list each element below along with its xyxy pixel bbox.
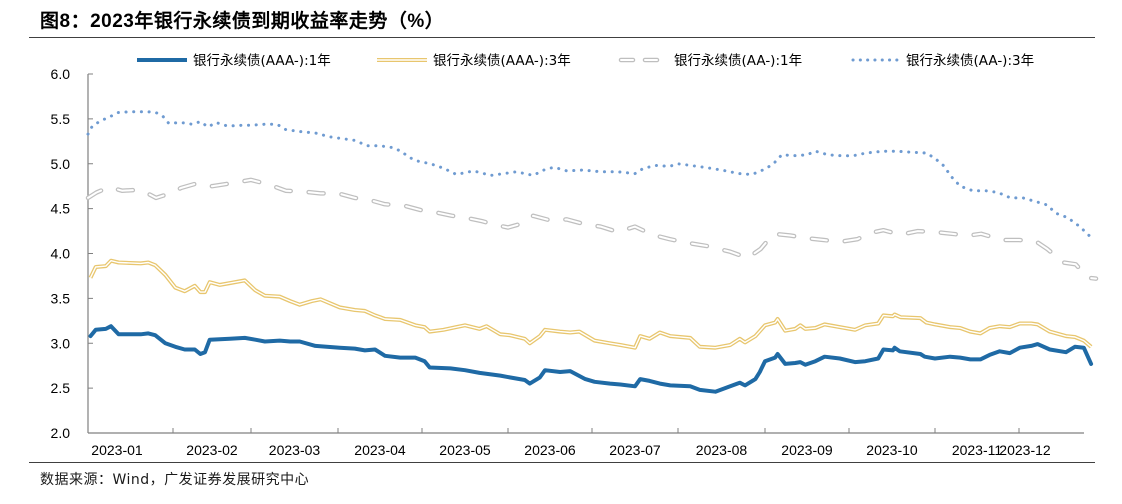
- y-tick-label: 2.5: [51, 380, 71, 396]
- series-layer: [85, 110, 1099, 394]
- legend-item-1: 银行永续债(AAA-):1年: [137, 53, 331, 69]
- legend: 银行永续债(AAA-):1年 银行永续债(AAA-):3年 银行永续债(AA-):1…: [137, 53, 1034, 69]
- y-tick-label: 5.0: [51, 156, 71, 172]
- x-tick-label: 2023-10: [866, 442, 918, 458]
- series-4: [86, 110, 1094, 240]
- x-tick-label: 2023-09: [781, 442, 833, 458]
- series-line-inner: [87, 178, 1097, 280]
- bottom-divider: [29, 462, 1095, 463]
- chart-title: 图8：2023年银行永续债到期收益率走势（%）: [40, 11, 445, 32]
- x-tick-label: 2023-02: [186, 442, 238, 458]
- y-tick-label: 5.5: [51, 111, 71, 127]
- legend-item-3: 银行永续债(AA-):1年: [618, 53, 802, 69]
- legend-label: 银行永续债(AAA-):1年: [193, 53, 331, 69]
- y-tick-label: 3.0: [51, 335, 71, 351]
- series-line: [88, 258, 1093, 350]
- series-line: [88, 324, 1094, 394]
- series-1: [88, 324, 1094, 394]
- y-tick-label: 6.0: [51, 66, 71, 82]
- top-divider: [29, 37, 1095, 38]
- x-tick-label: 2023-12: [999, 442, 1051, 458]
- y-tick-label: 2.0: [51, 425, 71, 441]
- x-tick-label: 2023-06: [524, 442, 576, 458]
- legend-label: 银行永续债(AA-):3年: [906, 53, 1034, 69]
- x-tick-label: 2023-08: [696, 442, 748, 458]
- axes: 2.0 2.5 3.0 3.5 4.0 4.5 5.0 5.5 6.0 2023-01 2023-0…: [51, 66, 1084, 458]
- series-line: [86, 110, 1094, 240]
- x-tick-label: 2023-01: [91, 442, 143, 458]
- x-tick-label: 2023-04: [354, 442, 406, 458]
- series-3: [85, 177, 1099, 281]
- x-tick-label: 2023-05: [439, 442, 491, 458]
- legend-label: 银行永续债(AA-):1年: [674, 53, 802, 69]
- x-tick-label: 2023-11: [952, 442, 1003, 458]
- y-tick-label: 4.0: [51, 246, 71, 262]
- legend-item-4: 银行永续债(AA-):3年: [851, 53, 1034, 69]
- series-line: [85, 177, 1099, 281]
- legend-item-2: 银行永续债(AAA-):3年: [377, 53, 571, 69]
- series-2: [88, 258, 1093, 350]
- source-note: 数据来源：Wind，广发证券发展研究中心: [40, 472, 310, 488]
- series-line-inner: [89, 260, 1092, 349]
- y-tick-label: 3.5: [51, 290, 71, 306]
- x-tick-label: 2023-03: [269, 442, 321, 458]
- y-tick-label: 4.5: [51, 201, 71, 217]
- x-tick-label: 2023-07: [609, 442, 661, 458]
- legend-label: 银行永续债(AAA-):3年: [433, 53, 571, 69]
